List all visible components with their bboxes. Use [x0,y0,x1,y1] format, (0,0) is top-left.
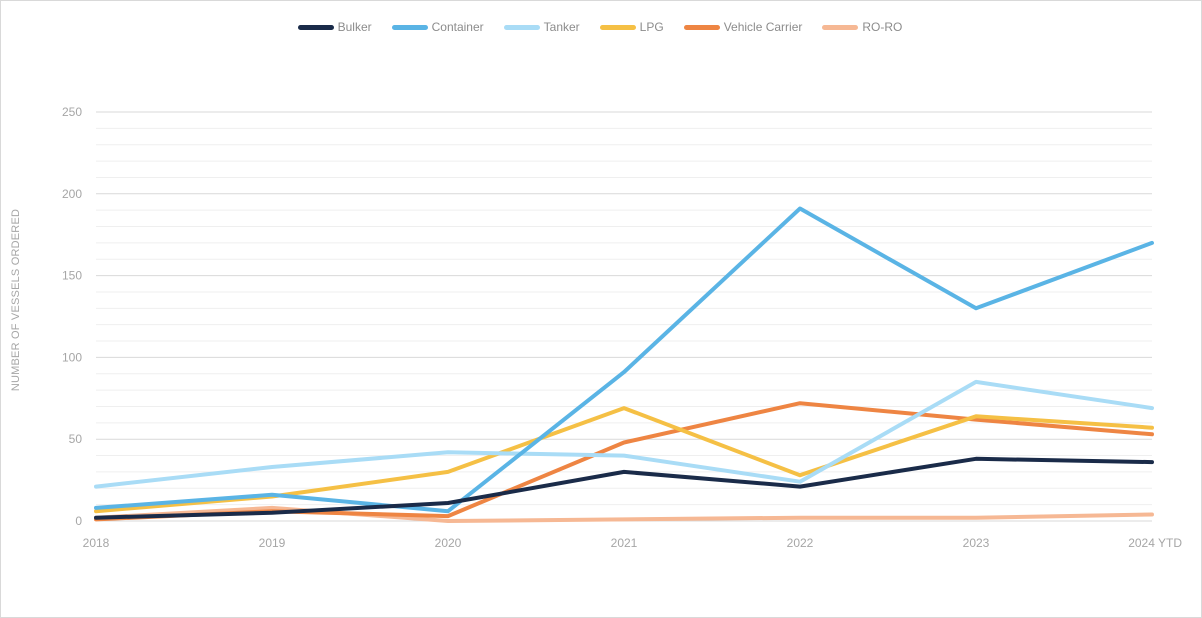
legend-item: RO-RO [822,20,902,34]
x-tick-label: 2019 [259,536,286,550]
legend-swatch [391,24,428,30]
x-tick-label: 2024 YTD [1128,536,1182,550]
y-tick-label: 200 [62,187,82,201]
x-tick-label: 2021 [611,536,638,550]
x-tick-label: 2022 [787,536,814,550]
series-line-container [94,206,1154,514]
legend-swatch [297,24,334,30]
legend-label: Vehicle Carrier [723,20,803,34]
y-tick-label: 250 [62,105,82,119]
legend-item: Tanker [503,20,580,34]
legend-label: LPG [639,20,664,34]
series-line-tanker [94,379,1154,489]
legend-swatch [503,24,540,30]
legend-item: Vehicle Carrier [683,20,803,34]
y-tick-label: 0 [75,514,82,528]
legend-swatch [822,24,859,30]
legend-label: RO-RO [862,20,903,34]
x-tick-label: 2020 [435,536,462,550]
legend-label: Container [431,20,484,34]
x-tick-label: 2023 [963,536,990,550]
legend-label: Tanker [543,20,580,34]
legend-label: Bulker [337,20,372,34]
series-line-ro-ro [94,505,1154,523]
y-tick-label: 50 [69,432,83,446]
x-tick-label: 2018 [83,536,110,550]
y-tick-label: 150 [62,269,82,283]
legend-item: Bulker [297,20,372,34]
y-tick-label: 100 [62,350,82,364]
series-line-vehicle-carrier [94,401,1154,522]
series-line-bulker [94,456,1154,520]
legend-swatch [683,24,720,30]
legend-item: Container [391,20,484,34]
legend: Bulker Container Tanker LPG Vehicle Carrier R… [0,14,1200,40]
legend-swatch [599,24,636,30]
legend-item: LPG [599,20,664,34]
